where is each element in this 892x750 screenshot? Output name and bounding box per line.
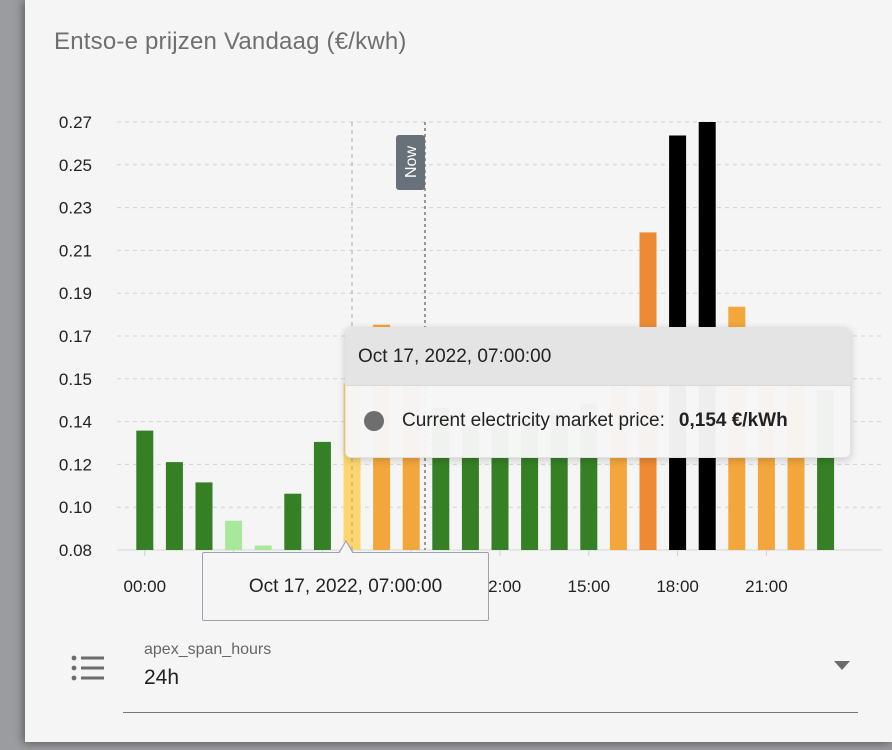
price-tooltip: Oct 17, 2022, 07:00:00 Current electrici… [345, 327, 851, 458]
chart-card: Entso-e prijzen Vandaag (€/kwh) 0.27 0.25… [25, 0, 892, 742]
y-tick-label: 0.10 [59, 498, 92, 517]
select-value[interactable]: 24h [144, 666, 180, 689]
now-label: Now [403, 146, 420, 178]
card-title: Entso-e prijzen Vandaag (€/kwh) [54, 28, 407, 55]
y-tick-label: 0.14 [59, 413, 92, 432]
price-bar[interactable] [284, 493, 302, 550]
x-axis-tooltip: Oct 17, 2022, 07:00:00 [202, 552, 489, 621]
price-bar[interactable] [225, 520, 243, 550]
tooltip-series-label: Current electricity market price: [402, 410, 665, 431]
x-tick-label: 18:00 [656, 577, 699, 596]
price-bar[interactable] [313, 441, 331, 550]
select-underline [123, 712, 858, 713]
y-tick-label: 0.15 [59, 370, 92, 389]
y-tick-label: 0.25 [59, 156, 92, 175]
price-bar-chart: 0.27 0.25 0.23 0.21 0.19 0.17 0.15 0.14 0.12 0.10… [59, 113, 882, 596]
price-bar[interactable] [195, 482, 213, 550]
dropdown-arrow-icon[interactable] [834, 661, 850, 670]
y-tick-label: 0.12 [59, 455, 92, 474]
x-tick-label: 12:00 [479, 577, 522, 596]
x-tooltip-arrow-inner [339, 542, 353, 554]
tooltip-header: Oct 17, 2022, 07:00:00 [346, 328, 850, 386]
now-label-box [396, 135, 425, 190]
y-tick-label: 0.08 [59, 541, 92, 560]
select-label: apex_span_hours [144, 641, 272, 658]
series-marker-dot [364, 411, 384, 431]
y-tick-label: 0.19 [59, 284, 92, 303]
y-tick-label: 0.21 [59, 241, 92, 260]
price-bar[interactable] [165, 462, 183, 550]
x-tick-label: 21:00 [745, 577, 788, 596]
y-tick-label: 0.27 [59, 113, 92, 132]
y-tick-label: 0.23 [59, 199, 92, 218]
tooltip-value: 0,154 €/kWh [678, 410, 788, 431]
price-bar[interactable] [136, 430, 154, 550]
tooltip-row: Current electricity market price: 0,154 … [364, 410, 788, 432]
list-icon [71, 655, 104, 681]
span-hours-select[interactable]: apex_span_hours 24h [70, 636, 860, 714]
price-bar[interactable] [254, 545, 272, 551]
x-tick-label: 00:00 [124, 577, 167, 596]
x-tick-label: 15:00 [568, 577, 611, 596]
y-tick-label: 0.17 [59, 327, 92, 346]
